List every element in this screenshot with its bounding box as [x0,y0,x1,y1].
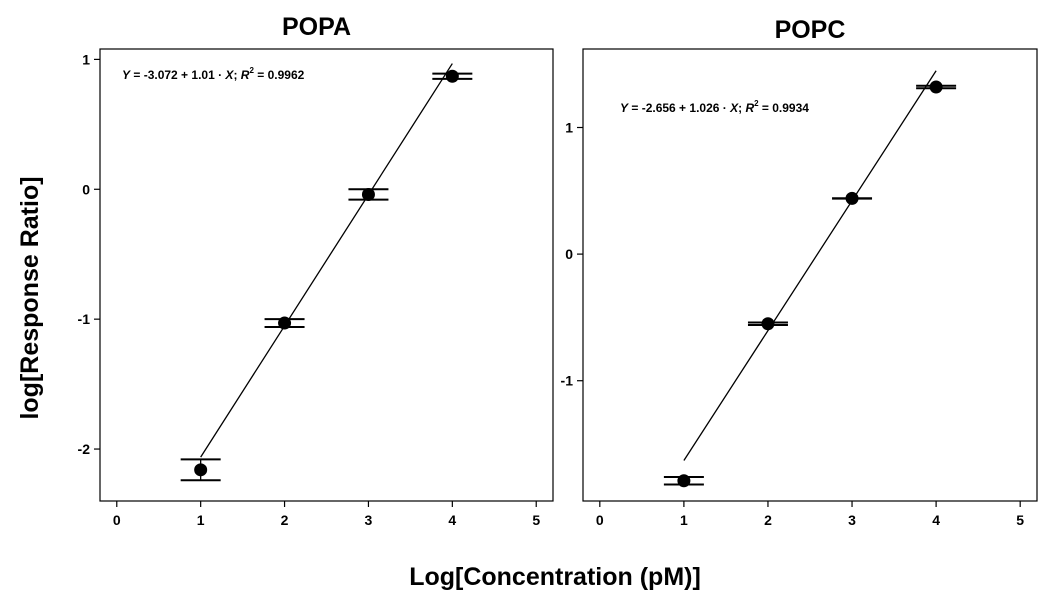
x-tick-label: 2 [281,512,289,528]
chart-panel-popa: POPA 0 1 2 3 4 5 -2 -1 0 1 Y = -3.072 + 1.01 · X; R… [78,13,554,528]
x-tick-label: 1 [680,512,688,528]
x-axis-title: Log[Concentration (pM)] [409,563,701,591]
x-tick-label: 3 [365,512,373,528]
x-tick-label: 0 [596,512,604,528]
y-tick-label: -1 [78,311,91,327]
y-tick-label: 1 [82,51,90,67]
fit-line [200,63,453,458]
x-tick-label: 5 [1016,512,1024,528]
data-point [194,463,208,477]
y-axis-title: log[Response Ratio] [16,176,44,419]
x-tick-label: 0 [113,512,121,528]
fit-equation: Y = -3.072 + 1.01 · X; R2 = 0.9962 [122,66,305,82]
panel-title: POPC [775,16,846,44]
y-tick-label: -2 [78,441,91,457]
x-tick-label: 3 [848,512,856,528]
data-point [278,316,292,330]
chart-panel-popc: POPC 0 1 2 3 4 5 -1 0 1 Y = -2.656 + 1.026 · X; R2… [561,16,1038,528]
plot-frame [99,48,554,502]
fit-line [683,70,937,461]
y-tick-label: -1 [561,373,574,389]
data-point [761,317,775,331]
y-tick-label: 0 [82,181,90,197]
x-tick-label: 1 [197,512,205,528]
x-tick-label: 4 [932,512,940,528]
panel-title: POPA [282,13,351,41]
y-tick-label: 1 [565,119,573,135]
x-tick-label: 4 [448,512,456,528]
data-point [677,474,691,488]
data-point [929,80,943,94]
data-point [845,191,859,205]
data-point [361,187,375,201]
data-point [445,69,459,83]
fit-equation: Y = -2.656 + 1.026 · X; R2 = 0.9934 [620,99,809,115]
plot-frame [582,48,1038,502]
x-tick-label: 2 [764,512,772,528]
y-tick-label: 0 [565,246,573,262]
x-tick-label: 5 [532,512,540,528]
